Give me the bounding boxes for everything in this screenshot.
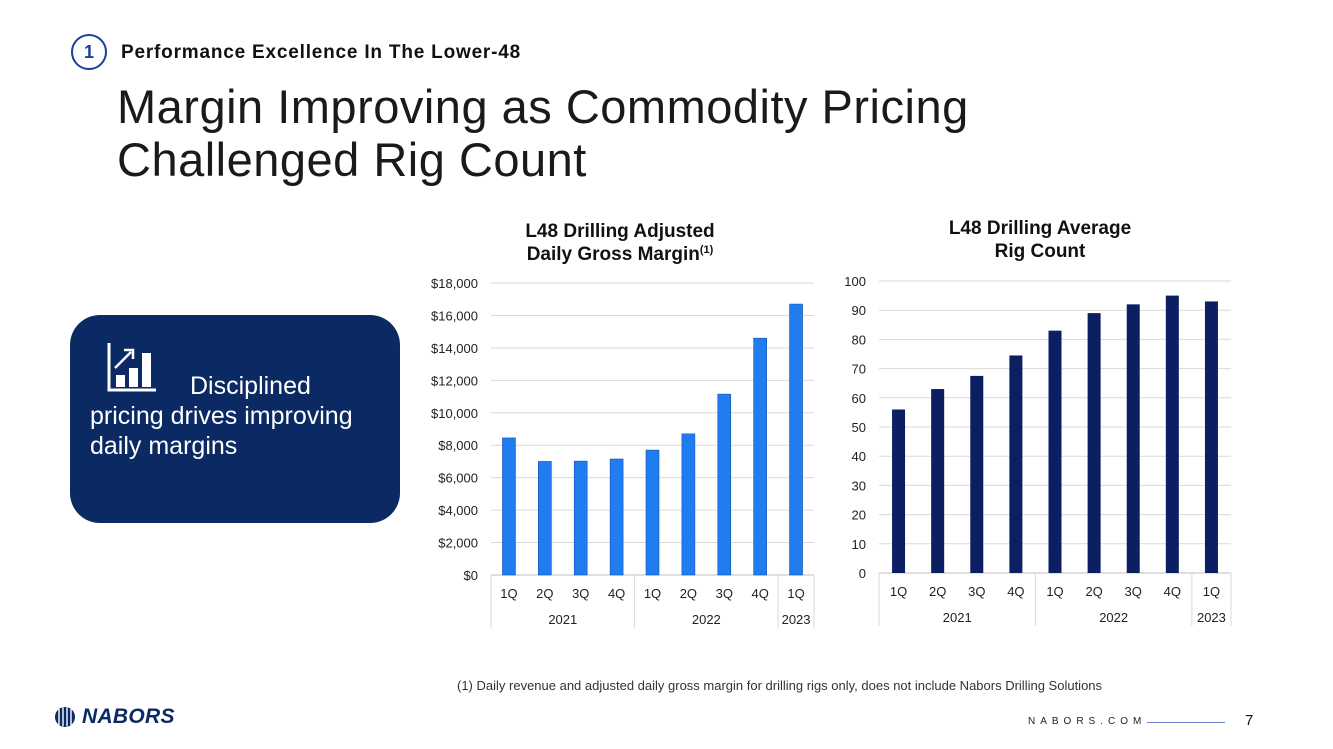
margin-y-tick-label: $4,000 [438, 503, 478, 518]
margin-year-label: 2021 [548, 612, 577, 627]
margin-bar [717, 393, 732, 576]
rig-count-y-tick-label: 90 [852, 303, 866, 318]
margin-bar [538, 461, 552, 576]
margin-y-tick-label: $8,000 [438, 438, 478, 453]
rig-count-bar [1126, 304, 1140, 573]
rig-count-x-tick-label: 1Q [1203, 584, 1220, 599]
rig-count-bar [970, 375, 984, 573]
callout-text-line1: Disciplined [190, 372, 311, 400]
rig-count-y-tick-label: 80 [852, 332, 866, 347]
rig-count-y-tick-label: 70 [852, 362, 866, 377]
margin-bar [753, 337, 767, 576]
nabors-logo: NABORS [54, 705, 175, 729]
margin-chart-title-line2: Daily Gross Margin [526, 244, 700, 265]
margin-x-tick-label: 4Q [608, 586, 625, 601]
margin-x-tick-label: 3Q [716, 586, 733, 601]
rig-count-y-tick-label: 0 [859, 566, 866, 581]
margin-bar [789, 303, 803, 576]
rig-count-y-tick-label: 50 [852, 420, 866, 435]
margin-bar [573, 460, 588, 576]
margin-y-tick-label: $14,000 [431, 341, 478, 356]
margin-y-tick-label: $16,000 [431, 308, 478, 323]
rig-count-bar [1087, 313, 1101, 573]
margin-x-tick-label: 4Q [751, 586, 768, 601]
page-number: 7 [1245, 712, 1254, 729]
page-title: Margin Improving as Commodity Pricing Ch… [117, 80, 1117, 186]
margin-chart-title: L48 Drilling Adjusted Daily Gross Margin… [470, 220, 770, 266]
callout-text: Disciplined pricing drives improving dai… [90, 371, 385, 461]
rig-count-year-label: 2021 [943, 610, 972, 625]
margin-bar [502, 437, 516, 576]
rig-count-bar [1048, 330, 1062, 573]
rig-count-y-tick-label: 30 [852, 478, 866, 493]
rig-count-x-tick-label: 2Q [1085, 584, 1102, 599]
footnote: (1) Daily revenue and adjusted daily gro… [457, 678, 1103, 693]
nabors-logo-text: NABORS [82, 705, 175, 728]
rig-count-x-tick-label: 3Q [1125, 584, 1142, 599]
footnote-marker: (1) [699, 244, 714, 256]
callout-text-line2: pricing drives improving [90, 402, 353, 430]
rig-count-x-tick-label: 1Q [1046, 584, 1063, 599]
rig-count-x-tick-label: 4Q [1164, 584, 1181, 599]
rig-count-y-tick-label: 40 [852, 449, 866, 464]
margin-y-tick-label: $0 [464, 568, 478, 583]
margin-y-tick-label: $18,000 [431, 276, 478, 291]
margin-x-tick-label: 2Q [680, 586, 697, 601]
rig-count-bar [1009, 355, 1023, 573]
page-title-line1: Margin Improving as Commodity Pricing [117, 80, 969, 133]
website-url[interactable]: NABORS.COM [1028, 716, 1147, 727]
margin-chart-title-line1: L48 Drilling Adjusted [525, 221, 715, 242]
margin-bar [609, 458, 624, 576]
margin-y-tick-label: $6,000 [438, 471, 478, 486]
rig-count-chart-title-line2: Rig Count [994, 241, 1086, 262]
footer-divider [1147, 722, 1225, 723]
margin-x-tick-label: 2Q [536, 586, 553, 601]
section-number-badge: 1 [71, 34, 107, 70]
margin-y-tick-label: $12,000 [431, 373, 478, 388]
rig-count-y-tick-label: 20 [852, 508, 866, 523]
margin-x-tick-label: 3Q [572, 586, 589, 601]
rig-count-year-label: 2022 [1099, 610, 1128, 625]
margin-x-tick-label: 1Q [787, 586, 804, 601]
rig-count-x-tick-label: 3Q [968, 584, 985, 599]
rig-count-bar [931, 389, 945, 573]
rig-count-year-label: 2023 [1197, 610, 1226, 625]
rig-count-x-tick-label: 4Q [1007, 584, 1024, 599]
rig-count-bar [892, 409, 906, 573]
nabors-logo-icon [55, 707, 75, 727]
callout-text-line3: daily margins [90, 432, 238, 460]
margin-y-tick-label: $10,000 [431, 406, 478, 421]
section-title: Performance Excellence In The Lower-48 [121, 42, 521, 63]
bar-chart-growth-icon [107, 343, 156, 392]
rig-count-chart-title: L48 Drilling Average Rig Count [890, 217, 1190, 263]
rig-count-y-tick-label: 60 [852, 391, 866, 406]
rig-count-bar [1204, 301, 1218, 573]
margin-year-label: 2023 [782, 612, 811, 627]
rig-count-y-tick-label: 100 [844, 274, 866, 289]
margin-y-tick-label: $2,000 [438, 536, 478, 551]
page-title-line2: Challenged Rig Count [117, 133, 587, 186]
margin-x-tick-label: 1Q [644, 586, 661, 601]
margin-x-tick-label: 1Q [500, 586, 517, 601]
rig-count-x-tick-label: 1Q [890, 584, 907, 599]
margin-bar [645, 449, 660, 576]
callout-box: Disciplined pricing drives improving dai… [70, 315, 400, 523]
rig-count-x-tick-label: 2Q [929, 584, 946, 599]
margin-year-label: 2022 [692, 612, 721, 627]
rig-count-chart-title-line1: L48 Drilling Average [948, 218, 1132, 239]
rig-count-bar [1165, 295, 1179, 573]
rig-count-y-tick-label: 10 [852, 537, 866, 552]
margin-bar [681, 433, 696, 576]
